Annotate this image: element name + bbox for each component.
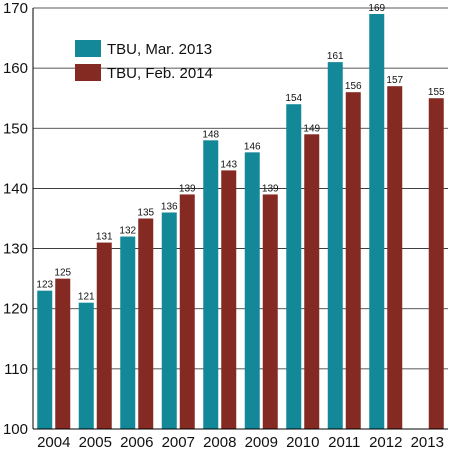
bar-2009-series-1 bbox=[244, 152, 260, 430]
bar-2004-series-2 bbox=[55, 278, 71, 429]
x-tick-label: 2005 bbox=[79, 434, 112, 451]
data-label-2007-series-2: 139 bbox=[179, 183, 196, 194]
data-label-2004-series-2: 125 bbox=[54, 268, 71, 279]
bars bbox=[37, 14, 444, 430]
y-tick-label: 110 bbox=[4, 361, 28, 378]
legend: TBU, Mar. 2013 TBU, Feb. 2014 bbox=[75, 40, 213, 82]
data-label-2006-series-1: 132 bbox=[119, 226, 136, 237]
bar-2004-series-1 bbox=[37, 290, 53, 429]
y-tick-label: 170 bbox=[3, 0, 28, 17]
y-tick-label: 160 bbox=[3, 60, 28, 77]
bar-2006-series-2 bbox=[138, 218, 154, 429]
data-label-2011-series-2: 156 bbox=[345, 81, 362, 92]
data-label-2010-series-2: 149 bbox=[303, 123, 320, 134]
data-label-2006-series-2: 135 bbox=[137, 208, 154, 219]
data-label-2013-series-2: 155 bbox=[428, 87, 445, 98]
bar-2006-series-1 bbox=[120, 236, 136, 429]
x-tick-label: 2007 bbox=[162, 434, 195, 451]
axes: 100 110 120 130 140 150 160 170 2004 2005 2006 2007… bbox=[3, 0, 448, 451]
y-tick-label: 150 bbox=[3, 120, 28, 137]
x-tick-label: 2004 bbox=[37, 434, 70, 451]
bar-2011-series-2 bbox=[345, 92, 361, 429]
data-label-2007-series-1: 136 bbox=[161, 201, 178, 212]
data-label-2011-series-1: 161 bbox=[327, 51, 344, 62]
bar-2009-series-2 bbox=[262, 194, 278, 429]
data-labels: 1231251211311321351361391481431461391541… bbox=[36, 3, 445, 303]
gridlines bbox=[33, 7, 448, 370]
bar-2011-series-1 bbox=[327, 62, 343, 429]
y-tick-label: 140 bbox=[3, 180, 28, 197]
x-tick-label: 2006 bbox=[120, 434, 153, 451]
data-label-2005-series-1: 121 bbox=[78, 292, 95, 303]
legend-label-series-2: TBU, Feb. 2014 bbox=[107, 65, 213, 82]
data-label-2009-series-1: 146 bbox=[244, 141, 261, 152]
data-label-2010-series-1: 154 bbox=[285, 93, 302, 104]
x-tick-label: 2010 bbox=[286, 434, 319, 451]
x-tick-label: 2012 bbox=[369, 434, 402, 451]
data-label-2009-series-2: 139 bbox=[262, 183, 279, 194]
data-label-2008-series-2: 143 bbox=[220, 159, 237, 170]
bar-2005-series-2 bbox=[96, 242, 112, 429]
data-label-2008-series-1: 148 bbox=[202, 129, 219, 140]
x-tick-label: 2009 bbox=[245, 434, 278, 451]
x-tick-label: 2013 bbox=[411, 434, 444, 451]
x-tick-label: 2011 bbox=[328, 434, 360, 451]
y-tick-label: 120 bbox=[3, 301, 28, 318]
bar-2012-series-2 bbox=[387, 86, 403, 429]
bar-2005-series-1 bbox=[78, 302, 94, 429]
y-tick-label: 130 bbox=[3, 241, 28, 258]
legend-swatch-series-2 bbox=[75, 64, 101, 81]
data-label-2012-series-1: 169 bbox=[368, 3, 385, 14]
bar-2008-series-2 bbox=[221, 170, 237, 429]
bar-2008-series-1 bbox=[203, 140, 219, 430]
data-label-2004-series-1: 123 bbox=[36, 280, 53, 291]
x-tick-label: 2008 bbox=[203, 434, 236, 451]
bar-2010-series-2 bbox=[304, 134, 320, 430]
bar-2007-series-1 bbox=[161, 212, 177, 429]
legend-label-series-1: TBU, Mar. 2013 bbox=[107, 41, 212, 58]
data-label-2012-series-2: 157 bbox=[386, 75, 403, 86]
data-label-2005-series-2: 131 bbox=[96, 232, 113, 243]
bar-2012-series-1 bbox=[369, 14, 385, 430]
bar-2010-series-1 bbox=[286, 104, 302, 429]
legend-swatch-series-1 bbox=[75, 40, 101, 57]
bar-2007-series-2 bbox=[179, 194, 195, 429]
bar-2013-series-2 bbox=[428, 98, 444, 429]
y-tick-label: 100 bbox=[3, 421, 28, 438]
